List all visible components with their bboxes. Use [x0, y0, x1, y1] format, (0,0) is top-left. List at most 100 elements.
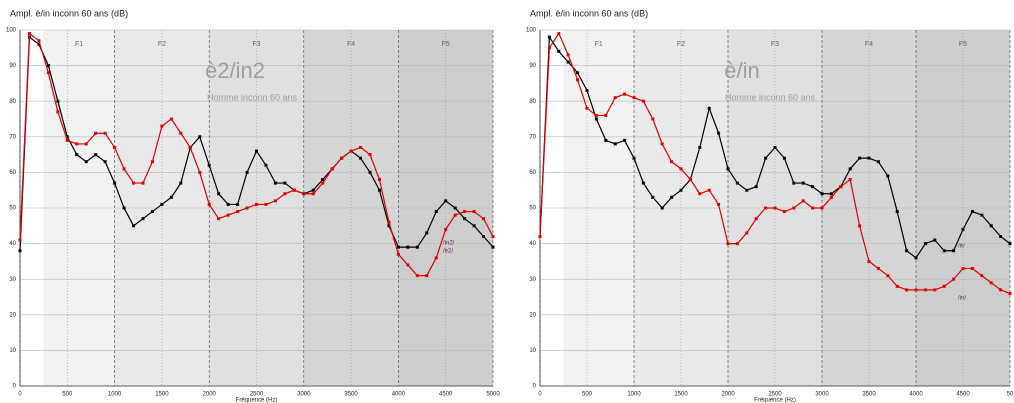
- data-point: [444, 227, 448, 231]
- data-point: [952, 277, 956, 281]
- y-tick-label: 40: [529, 241, 536, 247]
- x-tick-label: 5000: [486, 392, 500, 398]
- data-point: [273, 199, 277, 203]
- data-point: [65, 135, 69, 139]
- data-point: [226, 213, 230, 217]
- data-point: [923, 242, 927, 246]
- series-label: /è/: [958, 244, 965, 250]
- data-point: [623, 92, 627, 96]
- data-point: [65, 138, 69, 142]
- data-point: [94, 131, 98, 135]
- data-point: [905, 249, 909, 253]
- data-point: [886, 274, 890, 278]
- data-point: [660, 142, 664, 146]
- formant-label: F4: [865, 41, 873, 48]
- data-point: [491, 245, 495, 249]
- y-tick-label: 100: [6, 28, 17, 34]
- data-point: [387, 224, 391, 228]
- data-point: [641, 99, 645, 103]
- data-point: [754, 185, 758, 189]
- data-point: [217, 192, 221, 196]
- data-point: [198, 170, 202, 174]
- data-point: [604, 138, 608, 142]
- data-point: [594, 113, 598, 117]
- data-point: [613, 142, 617, 146]
- data-point: [425, 231, 429, 235]
- data-point: [914, 256, 918, 260]
- y-tick-label: 70: [529, 134, 536, 140]
- data-point: [207, 202, 211, 206]
- data-point: [651, 117, 655, 121]
- data-point: [302, 192, 306, 196]
- data-point: [368, 153, 372, 157]
- formant-label: F2: [158, 41, 166, 48]
- data-point: [207, 163, 211, 167]
- data-point: [84, 160, 88, 164]
- data-point: [150, 160, 154, 164]
- data-point: [801, 181, 805, 185]
- data-point: [895, 284, 899, 288]
- data-point: [122, 167, 126, 171]
- data-point: [999, 234, 1003, 238]
- data-point: [264, 202, 268, 206]
- overlay-title: è2/in2: [205, 58, 265, 83]
- data-point: [396, 252, 400, 256]
- y-tick-label: 90: [529, 63, 536, 69]
- data-point: [820, 192, 824, 196]
- y-tick-label: 20: [9, 312, 16, 318]
- data-point: [660, 206, 664, 210]
- data-point: [538, 234, 542, 238]
- data-point: [463, 217, 467, 221]
- x-tick-label: 50: [1007, 392, 1014, 398]
- data-point: [576, 78, 580, 82]
- data-point: [980, 213, 984, 217]
- x-tick-label: 3500: [344, 392, 358, 398]
- chart-title: Ampl. è/in inconn 60 ans (dB): [530, 8, 648, 18]
- y-tick-label: 70: [9, 134, 16, 140]
- y-tick-label: 10: [529, 348, 536, 354]
- data-point: [113, 181, 117, 185]
- data-point: [377, 178, 381, 182]
- data-point: [952, 249, 956, 253]
- data-point: [292, 188, 296, 192]
- data-point: [980, 274, 984, 278]
- x-tick-label: 4500: [439, 392, 453, 398]
- y-tick-label: 60: [529, 170, 536, 176]
- data-point: [679, 167, 683, 171]
- data-point: [735, 242, 739, 246]
- data-point: [895, 210, 899, 214]
- x-tick-label: 4500: [956, 392, 970, 398]
- data-point: [255, 149, 258, 153]
- formant-label: F4: [347, 41, 355, 48]
- data-point: [472, 210, 476, 214]
- data-point: [27, 32, 31, 36]
- data-point: [773, 206, 777, 210]
- data-point: [406, 263, 410, 267]
- data-point: [867, 259, 871, 263]
- data-point: [670, 195, 674, 199]
- data-point: [848, 178, 852, 182]
- y-tick-label: 30: [529, 277, 536, 283]
- data-point: [811, 185, 815, 189]
- data-point: [415, 245, 419, 249]
- overlay-title: è/in: [724, 58, 759, 83]
- data-point: [387, 220, 391, 224]
- data-point: [829, 195, 833, 199]
- data-point: [735, 181, 739, 185]
- formant-label: F3: [771, 41, 779, 48]
- data-point: [56, 99, 60, 103]
- x-tick-label: 4000: [909, 392, 923, 398]
- data-point: [604, 113, 608, 117]
- data-point: [745, 188, 749, 192]
- data-point: [726, 242, 730, 246]
- data-point: [340, 156, 344, 160]
- y-tick-label: 80: [529, 99, 536, 105]
- data-point: [179, 181, 183, 185]
- data-point: [349, 149, 353, 153]
- data-point: [46, 64, 50, 68]
- x-tick-label: 0: [18, 392, 22, 398]
- data-point: [482, 234, 486, 238]
- data-point: [359, 145, 363, 149]
- data-point: [132, 224, 136, 228]
- data-point: [160, 202, 164, 206]
